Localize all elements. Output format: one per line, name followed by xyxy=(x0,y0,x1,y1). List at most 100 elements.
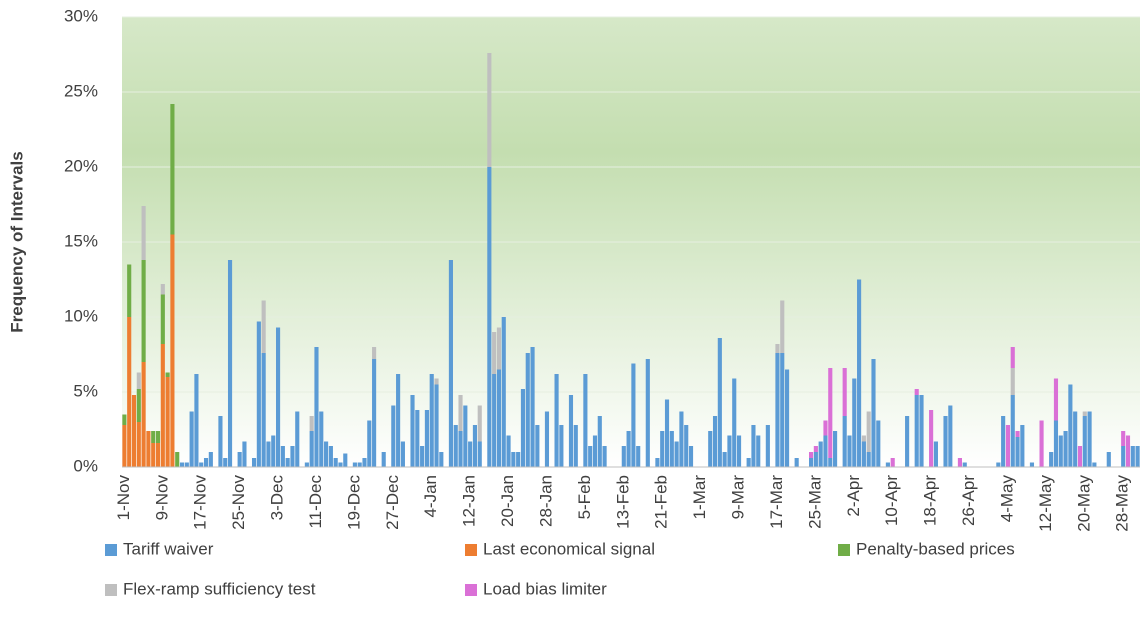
bar-segment xyxy=(746,458,751,467)
bar-segment xyxy=(722,452,727,467)
bar-segment xyxy=(184,462,189,467)
x-tick-label: 1-Mar xyxy=(690,475,709,520)
bar-segment xyxy=(602,446,607,467)
bar-segment xyxy=(141,206,146,260)
bar-segment xyxy=(732,378,737,467)
bar-segment xyxy=(367,420,372,467)
bar-segment xyxy=(155,431,161,443)
bar-segment xyxy=(861,435,866,442)
bar-segment xyxy=(434,378,439,385)
bar-segment xyxy=(688,446,694,467)
bar-segment xyxy=(1029,462,1035,467)
bar-segment xyxy=(141,260,146,362)
bar-segment xyxy=(794,458,799,467)
bar-segment xyxy=(756,435,761,467)
bar-segment xyxy=(1121,431,1126,446)
bar-segment xyxy=(492,332,497,374)
bar-segment xyxy=(775,353,780,467)
y-tick-label: 10% xyxy=(64,306,98,325)
bar-segment xyxy=(496,369,502,467)
bar-segment xyxy=(712,416,718,467)
legend-label: Load bias limiter xyxy=(483,579,607,598)
x-tick-label: 12-Jan xyxy=(460,475,479,527)
bar-segment xyxy=(1082,411,1087,416)
bar-segment xyxy=(175,452,180,467)
bar-segment xyxy=(468,441,473,467)
bar-segment xyxy=(165,372,170,377)
bar-segment xyxy=(179,462,185,467)
bar-segment xyxy=(1082,416,1087,467)
bar-segment xyxy=(458,395,463,431)
bar-segment xyxy=(1058,435,1063,467)
bar-segment xyxy=(823,435,828,467)
x-tick-label: 26-Apr xyxy=(959,475,978,526)
bar-segment xyxy=(919,395,924,467)
bar-segment xyxy=(842,368,847,416)
bar-segment xyxy=(208,452,213,467)
bar-segment xyxy=(415,410,420,467)
bar-segment xyxy=(751,425,756,467)
bar-segment xyxy=(266,441,271,467)
x-tick-label: 4-Jan xyxy=(421,475,440,518)
bar-segment xyxy=(343,453,348,467)
bar-segment xyxy=(434,384,439,467)
bar-segment xyxy=(501,317,506,467)
bar-segment xyxy=(530,347,535,467)
bar-segment xyxy=(458,431,463,467)
bar-segment xyxy=(280,446,285,467)
legend-swatch xyxy=(465,544,477,556)
bar-segment xyxy=(765,425,770,467)
x-tick-label: 12-May xyxy=(1036,475,1055,532)
bar-segment xyxy=(487,53,492,167)
bar-segment xyxy=(271,435,276,467)
bar-segment xyxy=(1135,446,1140,467)
bar-segment xyxy=(636,446,641,467)
bar-segment xyxy=(669,431,674,467)
x-tick-label: 28-Jan xyxy=(536,475,555,527)
bar-segment xyxy=(1049,452,1054,467)
bar-segment xyxy=(189,411,194,467)
bar-segment xyxy=(127,317,132,467)
bar-segment xyxy=(621,446,626,467)
bar-segment xyxy=(809,458,814,467)
bar-segment xyxy=(516,452,521,467)
bar-segment xyxy=(165,377,170,467)
bar-segment xyxy=(309,416,314,431)
bar-segment xyxy=(535,425,540,467)
bar-segment xyxy=(948,405,953,467)
bar-segment xyxy=(780,353,785,467)
bar-segment xyxy=(463,405,468,467)
bar-segment xyxy=(218,416,223,467)
bar-segment xyxy=(151,431,156,443)
bar-segment xyxy=(1005,425,1011,467)
bar-segment xyxy=(583,374,588,467)
bar-segment xyxy=(890,458,895,467)
bar-segment xyxy=(333,458,338,467)
bar-segment xyxy=(674,441,679,467)
bar-segment xyxy=(525,353,530,467)
bar-segment xyxy=(568,395,574,467)
bar-segment xyxy=(309,431,314,467)
bar-segment xyxy=(520,389,526,467)
bar-segment xyxy=(396,374,401,467)
bar-segment xyxy=(1087,411,1092,467)
bar-segment xyxy=(554,374,559,467)
bar-segment xyxy=(1015,431,1020,437)
legend-swatch xyxy=(105,544,117,556)
bar-segment xyxy=(775,344,780,353)
bar-segment xyxy=(372,359,377,467)
bar-segment xyxy=(295,411,300,467)
bar-segment xyxy=(362,458,367,467)
bar-segment xyxy=(141,362,146,467)
bar-segment xyxy=(1121,446,1126,467)
bar-segment xyxy=(914,389,919,395)
y-tick-label: 5% xyxy=(73,381,98,400)
bar-segment xyxy=(1073,411,1078,467)
legend-label: Last economical signal xyxy=(483,539,655,558)
bar-segment xyxy=(477,405,482,442)
bar-segment xyxy=(290,446,295,467)
bar-segment xyxy=(857,279,862,467)
bar-segment xyxy=(506,435,511,467)
bar-segment xyxy=(784,369,790,467)
